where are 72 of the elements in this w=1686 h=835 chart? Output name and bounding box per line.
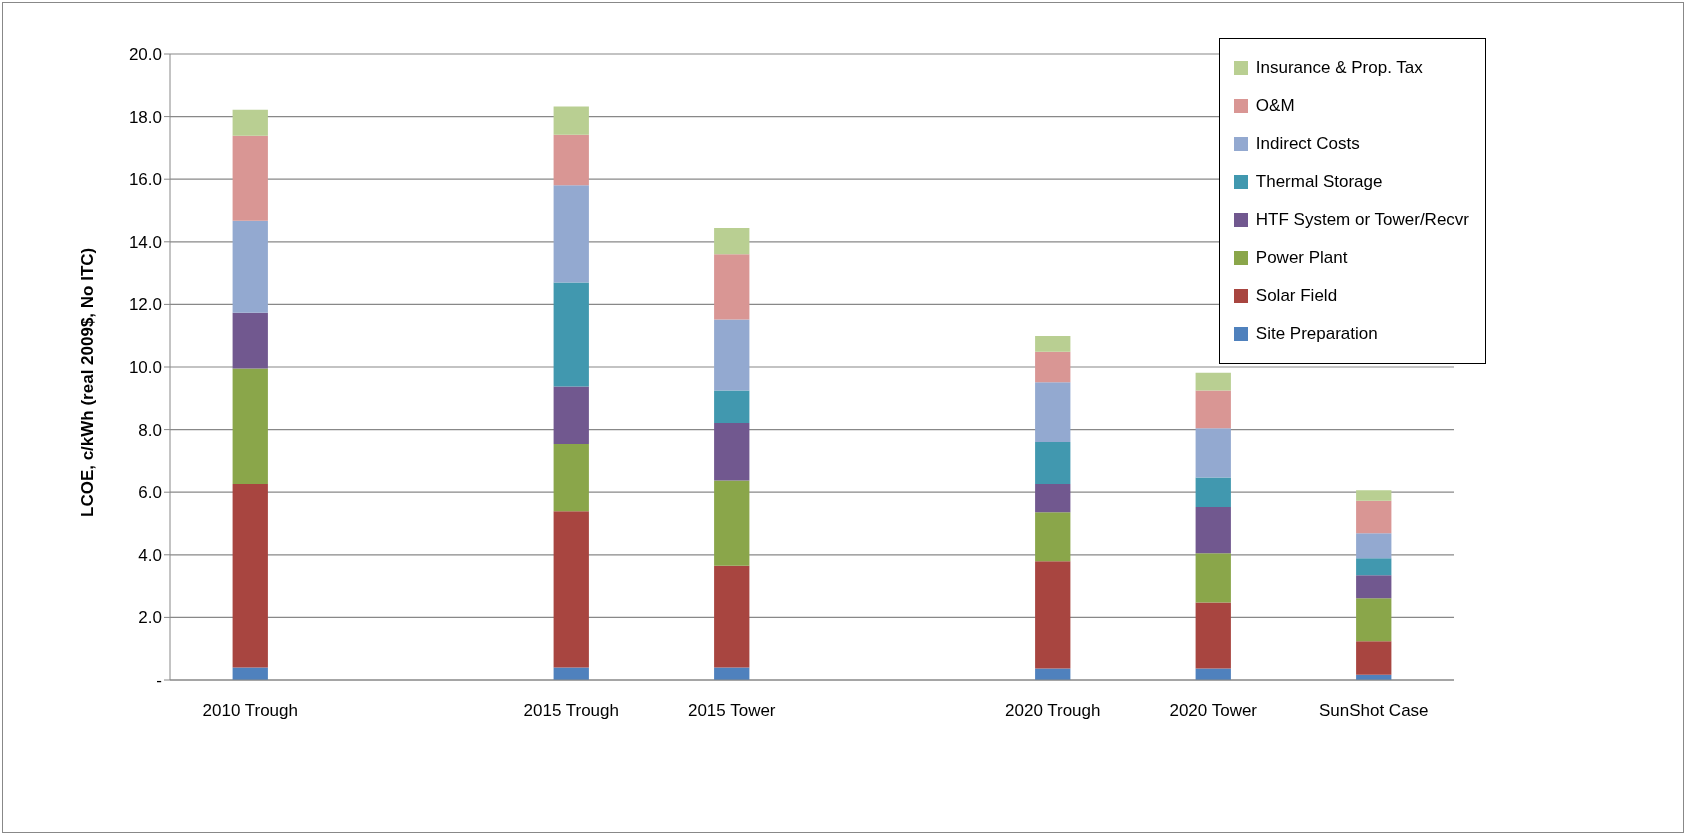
bar bbox=[232, 667, 268, 680]
bar bbox=[232, 135, 268, 221]
bar bbox=[714, 423, 750, 481]
bar bbox=[1356, 575, 1392, 599]
legend-label: Insurance & Prop. Tax bbox=[1255, 58, 1423, 78]
bar bbox=[232, 220, 268, 313]
bar bbox=[1195, 477, 1231, 507]
bar bbox=[1195, 428, 1231, 478]
y-tick-label: - bbox=[156, 671, 162, 691]
x-tick-label: 2010 Trough bbox=[202, 701, 298, 721]
bar bbox=[1035, 561, 1071, 669]
bar bbox=[553, 134, 589, 186]
bar bbox=[1195, 553, 1231, 603]
bar bbox=[1035, 382, 1071, 443]
bar bbox=[232, 109, 268, 136]
bar bbox=[553, 386, 589, 444]
y-tick-label: 4.0 bbox=[138, 545, 162, 565]
x-tick-label: 2015 Trough bbox=[523, 701, 619, 721]
bar bbox=[553, 185, 589, 283]
legend-label: Thermal Storage bbox=[1255, 172, 1383, 192]
bar bbox=[1035, 512, 1071, 562]
bar bbox=[553, 106, 589, 135]
y-tick-label: 10.0 bbox=[128, 358, 162, 378]
bar bbox=[1195, 602, 1231, 669]
x-tick-label: SunShot Case bbox=[1318, 701, 1429, 721]
bar bbox=[1035, 336, 1071, 352]
bar bbox=[1035, 484, 1071, 513]
bar bbox=[714, 667, 750, 680]
y-tick-label: 20.0 bbox=[128, 45, 162, 65]
bar bbox=[232, 312, 268, 369]
bar bbox=[1356, 558, 1392, 576]
bar bbox=[553, 511, 589, 668]
bar bbox=[714, 254, 750, 320]
bar bbox=[1195, 372, 1231, 391]
bar bbox=[1195, 390, 1231, 429]
bar bbox=[714, 319, 750, 391]
bar bbox=[232, 368, 268, 485]
y-tick-label: 2.0 bbox=[138, 608, 162, 628]
bar bbox=[714, 228, 750, 255]
bar bbox=[1356, 533, 1392, 559]
legend-label: Indirect Costs bbox=[1255, 134, 1360, 154]
bar bbox=[553, 444, 589, 512]
bar bbox=[1356, 641, 1392, 675]
x-tick-label: 2020 Tower bbox=[1169, 701, 1258, 721]
y-tick-label: 6.0 bbox=[138, 483, 162, 503]
bar bbox=[553, 667, 589, 680]
y-tick-label: 18.0 bbox=[128, 107, 162, 127]
legend-label: Power Plant bbox=[1255, 248, 1348, 268]
bar bbox=[553, 282, 589, 387]
bar bbox=[1195, 506, 1231, 554]
y-tick-label: 8.0 bbox=[138, 420, 162, 440]
legend-label: O&M bbox=[1255, 96, 1295, 116]
bar bbox=[1356, 500, 1392, 534]
bar bbox=[232, 484, 268, 668]
bar bbox=[1035, 442, 1071, 485]
y-tick-label: 16.0 bbox=[128, 170, 162, 190]
y-axis-title: LCOE, c/kWh (real 2009$, No ITC) bbox=[78, 247, 98, 517]
bar bbox=[1356, 598, 1392, 642]
bar bbox=[1356, 490, 1392, 501]
legend-label: Site Preparation bbox=[1255, 324, 1378, 344]
y-tick-label: 14.0 bbox=[128, 232, 162, 252]
bar bbox=[1035, 351, 1071, 383]
legend-label: Solar Field bbox=[1255, 286, 1338, 306]
bar bbox=[714, 480, 750, 566]
y-tick-label: 12.0 bbox=[128, 295, 162, 315]
legend-label: HTF System or Tower/Recvr bbox=[1255, 210, 1469, 230]
x-tick-label: 2015 Tower bbox=[687, 701, 776, 721]
bar bbox=[1195, 668, 1231, 680]
bar bbox=[1035, 668, 1071, 680]
bar bbox=[714, 390, 750, 424]
bar bbox=[714, 565, 750, 668]
x-tick-label: 2020 Trough bbox=[1005, 701, 1101, 721]
